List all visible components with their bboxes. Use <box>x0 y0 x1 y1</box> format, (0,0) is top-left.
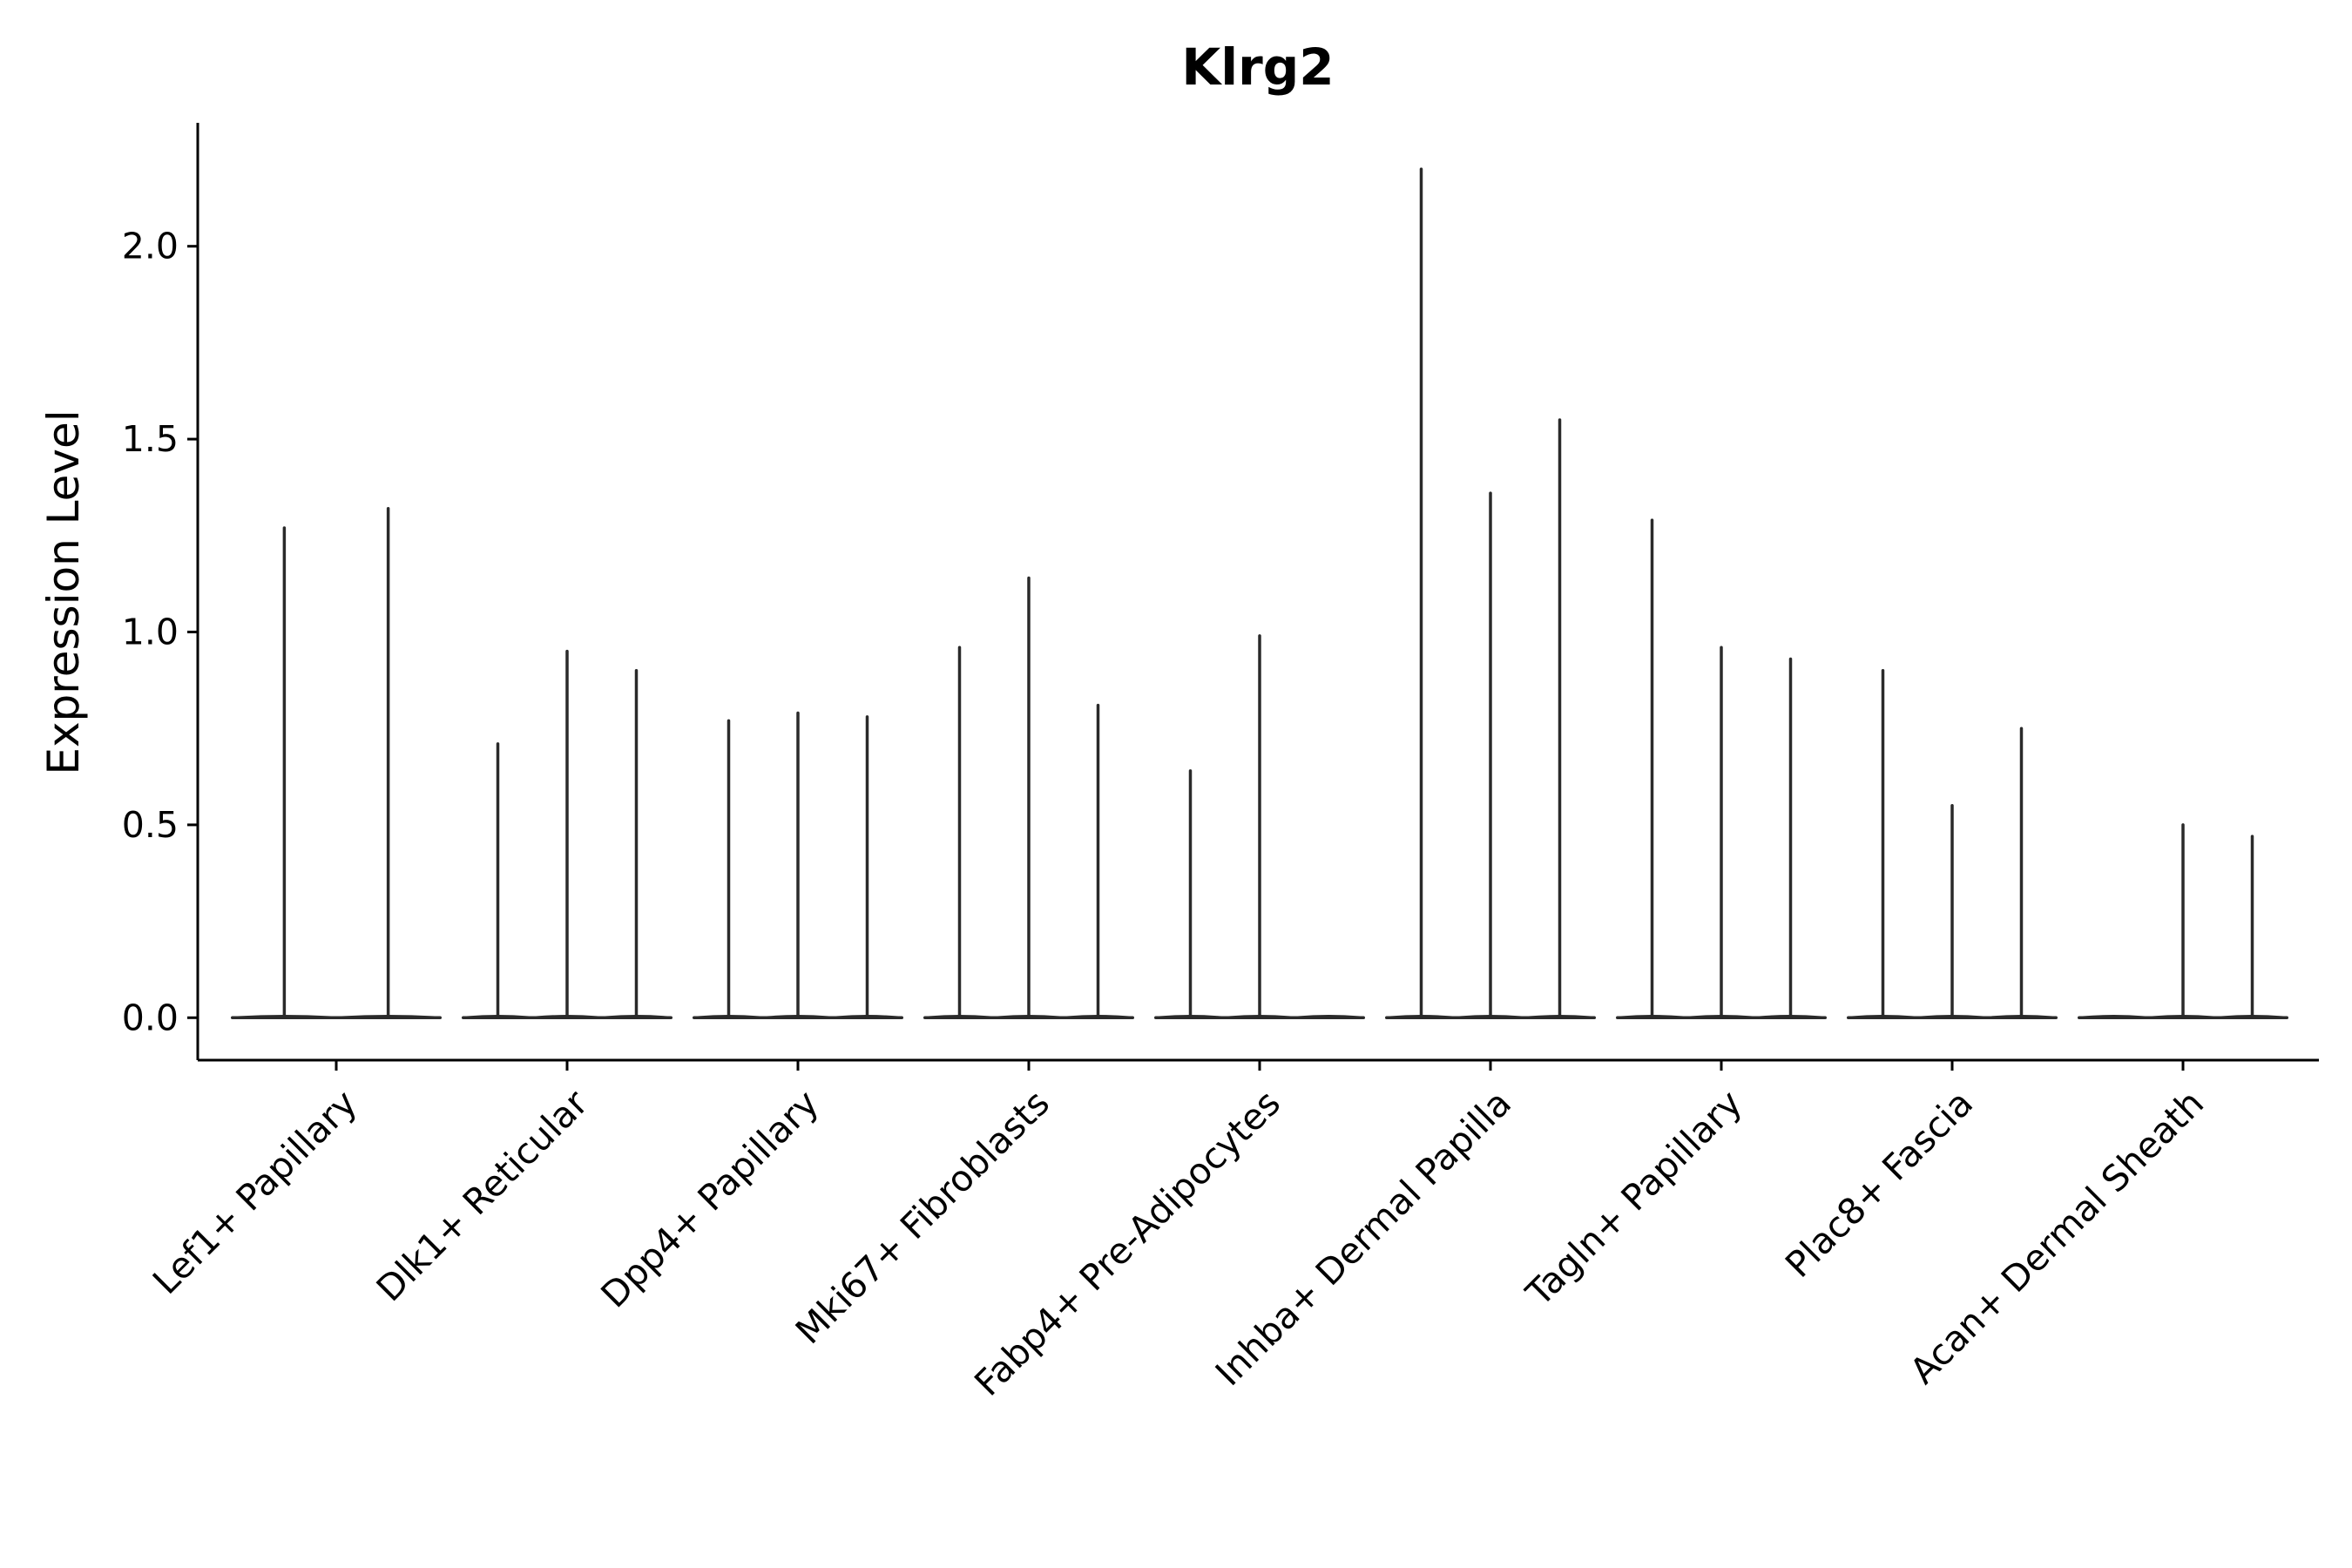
x-tick-label: Dpp4+ Papillary <box>593 1082 827 1315</box>
violin-body <box>2219 1015 2286 1020</box>
violin-group <box>1616 518 1827 1020</box>
x-tick-label: Mki67+ Fibroblasts <box>787 1082 1058 1352</box>
violin-body <box>1757 1015 1824 1020</box>
violin-body <box>2080 1015 2147 1020</box>
y-tick-label: 1.0 <box>122 611 179 652</box>
violin-body <box>534 1015 600 1020</box>
violin-body <box>1988 1015 2055 1020</box>
violin-body <box>1227 1015 1293 1020</box>
violin-body <box>1064 1015 1132 1020</box>
violin-body <box>926 1015 993 1020</box>
violin-body <box>1619 1015 1686 1020</box>
chart-title: Klrg2 <box>1181 37 1334 97</box>
violin-body <box>1388 1015 1455 1020</box>
violin-body <box>464 1015 531 1020</box>
violin-group <box>462 649 672 1020</box>
x-tick-label: Tagln+ Papillary <box>1517 1082 1750 1315</box>
violin-body <box>1157 1015 1224 1020</box>
violin-body <box>695 1015 762 1020</box>
violin-body <box>1849 1015 1916 1020</box>
violin-body <box>340 1015 437 1020</box>
y-axis-ticks: 0.0 0.5 1.0 1.5 2.0 <box>122 226 198 1038</box>
x-tick-label: Dlk1+ Reticular <box>368 1082 596 1309</box>
violin-body <box>996 1015 1062 1020</box>
violin-group <box>923 576 1134 1020</box>
y-tick-label: 0.5 <box>122 804 179 846</box>
violin-group <box>1847 669 2058 1020</box>
violin-group <box>1154 634 1365 1020</box>
x-tick-label: Plac8+ Fascia <box>1777 1082 1981 1286</box>
x-tick-label: Lef1+ Papillary <box>145 1082 365 1302</box>
violin-group <box>2078 823 2288 1020</box>
violin-body <box>1919 1015 1985 1020</box>
violin-body <box>1526 1015 1593 1020</box>
violin-group <box>231 507 442 1020</box>
violin-body <box>235 1015 333 1020</box>
violin-group <box>693 711 903 1020</box>
y-tick-label: 1.5 <box>122 418 179 460</box>
violin-body <box>1688 1015 1754 1020</box>
violin-body <box>2150 1015 2216 1020</box>
violin-body <box>1295 1015 1362 1020</box>
violin-body <box>1457 1015 1524 1020</box>
violin-body <box>834 1015 901 1020</box>
violin-group <box>1385 167 1596 1020</box>
violin-body <box>765 1015 831 1020</box>
y-tick-label: 0.0 <box>122 997 179 1038</box>
y-tick-label: 2.0 <box>122 226 179 267</box>
violin-body <box>603 1015 670 1020</box>
violins <box>231 167 2288 1020</box>
y-axis-label: Expression Level <box>38 409 89 774</box>
